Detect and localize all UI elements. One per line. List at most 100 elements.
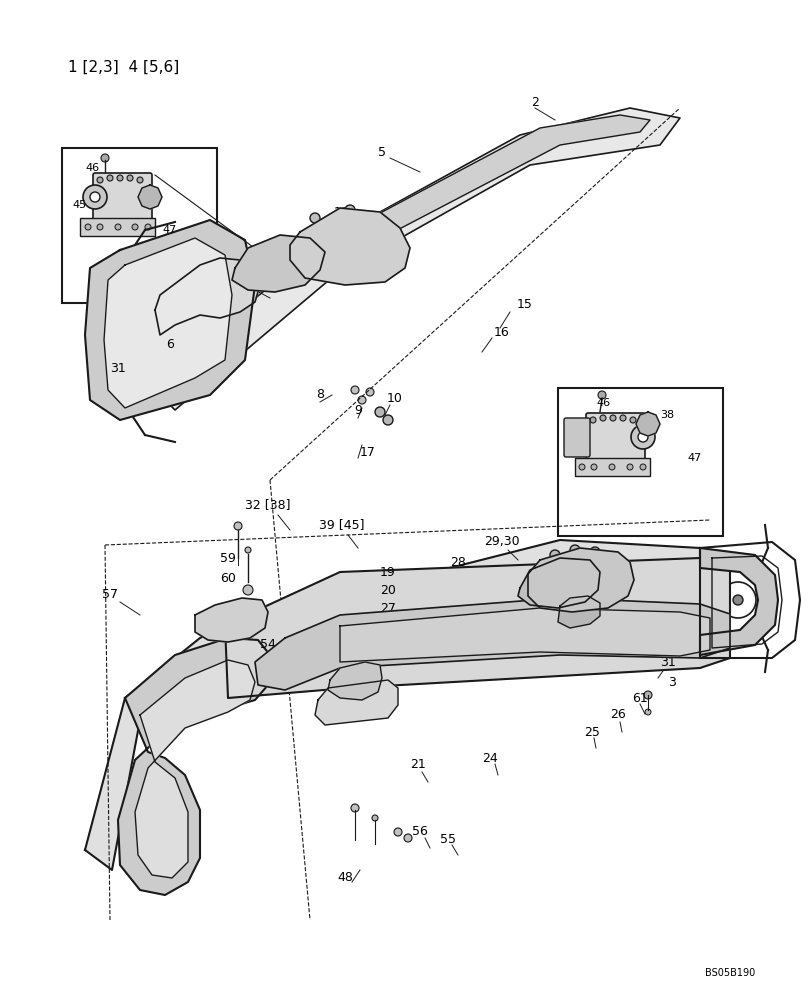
Text: BS05B190: BS05B190 xyxy=(704,968,754,978)
Text: 48: 48 xyxy=(337,871,353,884)
Circle shape xyxy=(371,815,378,821)
Text: 46: 46 xyxy=(85,163,99,173)
Text: 47: 47 xyxy=(686,453,701,463)
Circle shape xyxy=(310,213,320,223)
Ellipse shape xyxy=(261,256,274,268)
Polygon shape xyxy=(135,660,255,878)
Text: 20: 20 xyxy=(380,584,396,596)
Text: 38: 38 xyxy=(659,410,673,420)
Text: 1 [2,3]  4 [5,6]: 1 [2,3] 4 [5,6] xyxy=(68,60,179,75)
Polygon shape xyxy=(138,185,162,209)
Polygon shape xyxy=(517,558,599,608)
Polygon shape xyxy=(118,638,270,895)
Circle shape xyxy=(350,804,358,812)
Circle shape xyxy=(341,229,354,241)
Bar xyxy=(62,148,217,303)
Circle shape xyxy=(639,464,646,470)
Polygon shape xyxy=(195,598,268,642)
Polygon shape xyxy=(225,558,729,698)
Text: 13: 13 xyxy=(274,255,290,268)
Circle shape xyxy=(117,175,122,181)
Text: 12: 12 xyxy=(297,232,312,244)
Polygon shape xyxy=(155,108,679,410)
Circle shape xyxy=(366,388,374,396)
Circle shape xyxy=(358,396,366,404)
Circle shape xyxy=(643,691,651,699)
Circle shape xyxy=(608,464,614,470)
Circle shape xyxy=(97,177,103,183)
Circle shape xyxy=(383,415,393,425)
Circle shape xyxy=(101,154,109,162)
Text: 5: 5 xyxy=(378,146,385,159)
Circle shape xyxy=(115,224,121,230)
Text: 10: 10 xyxy=(387,391,402,404)
Text: 8: 8 xyxy=(315,388,324,401)
Ellipse shape xyxy=(248,264,261,276)
Text: 47: 47 xyxy=(162,225,176,235)
Circle shape xyxy=(393,828,401,836)
Bar xyxy=(574,458,649,476)
FancyBboxPatch shape xyxy=(564,418,590,457)
Polygon shape xyxy=(232,235,324,292)
Circle shape xyxy=(133,313,177,357)
Circle shape xyxy=(345,205,354,215)
Ellipse shape xyxy=(592,584,603,590)
Polygon shape xyxy=(527,548,633,612)
Text: 19: 19 xyxy=(380,566,396,578)
Circle shape xyxy=(590,547,599,557)
Circle shape xyxy=(145,224,151,230)
Circle shape xyxy=(150,330,160,340)
Circle shape xyxy=(590,417,595,423)
Circle shape xyxy=(135,786,180,830)
Circle shape xyxy=(719,582,755,618)
Text: 31: 31 xyxy=(659,656,675,668)
Text: 45: 45 xyxy=(72,200,86,210)
Circle shape xyxy=(152,327,168,343)
Text: 25: 25 xyxy=(583,726,599,738)
Text: 57: 57 xyxy=(102,588,118,601)
Circle shape xyxy=(551,564,564,576)
Circle shape xyxy=(370,213,380,223)
Circle shape xyxy=(630,425,654,449)
Text: 14: 14 xyxy=(247,278,263,292)
Text: 28: 28 xyxy=(449,556,466,568)
Text: 60: 60 xyxy=(220,572,236,584)
Circle shape xyxy=(155,805,161,811)
Circle shape xyxy=(366,236,378,248)
Circle shape xyxy=(732,595,742,605)
Polygon shape xyxy=(315,680,397,725)
Circle shape xyxy=(571,559,583,571)
Polygon shape xyxy=(328,662,381,700)
Bar xyxy=(557,388,722,536)
Circle shape xyxy=(242,585,253,595)
Circle shape xyxy=(132,224,138,230)
Text: 55: 55 xyxy=(440,833,456,846)
Circle shape xyxy=(157,332,163,338)
Polygon shape xyxy=(635,412,659,436)
Ellipse shape xyxy=(273,250,286,262)
Circle shape xyxy=(97,224,103,230)
Circle shape xyxy=(591,562,603,574)
Circle shape xyxy=(154,261,162,269)
Bar xyxy=(80,218,155,236)
Polygon shape xyxy=(85,540,719,870)
Ellipse shape xyxy=(312,256,323,263)
Text: 21: 21 xyxy=(410,758,425,772)
Polygon shape xyxy=(290,208,410,285)
Text: 15: 15 xyxy=(517,298,532,312)
Text: 61: 61 xyxy=(631,692,647,704)
Circle shape xyxy=(590,464,596,470)
Text: 46: 46 xyxy=(595,398,609,408)
Circle shape xyxy=(132,307,188,363)
Text: 56: 56 xyxy=(411,825,427,838)
Polygon shape xyxy=(320,115,649,260)
Circle shape xyxy=(234,522,242,530)
Circle shape xyxy=(375,407,384,417)
Text: 24: 24 xyxy=(482,752,497,764)
Circle shape xyxy=(620,415,625,421)
Text: 2: 2 xyxy=(530,96,539,109)
Circle shape xyxy=(578,464,584,470)
Circle shape xyxy=(137,177,143,183)
Text: 27: 27 xyxy=(380,601,396,614)
Polygon shape xyxy=(104,238,232,408)
